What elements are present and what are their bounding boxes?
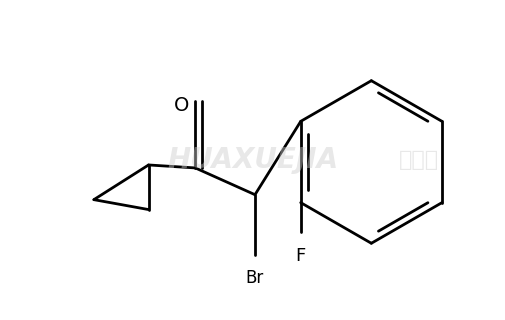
Text: O: O bbox=[173, 96, 189, 115]
Text: 化学加: 化学加 bbox=[398, 150, 438, 170]
Text: Br: Br bbox=[245, 269, 264, 287]
Text: HUAXUEJIA: HUAXUEJIA bbox=[167, 146, 338, 174]
Text: F: F bbox=[295, 247, 305, 265]
